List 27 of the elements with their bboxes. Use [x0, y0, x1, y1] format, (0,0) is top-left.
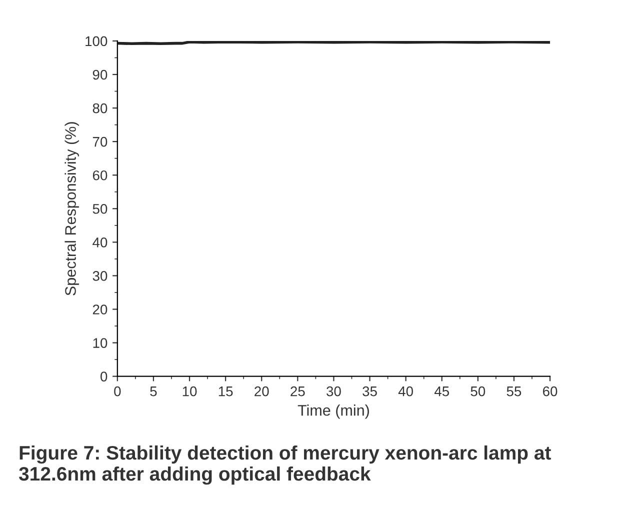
y-tick-label: 60: [92, 170, 108, 180]
x-tick-label: 10: [182, 386, 197, 396]
y-tick-label: 10: [93, 338, 108, 348]
y-tick-label: 50: [92, 204, 108, 214]
x-tick-label: 50: [470, 386, 486, 396]
y-axis-title: Spectral Responsivity (%): [64, 122, 79, 296]
y-tick-label: 70: [92, 136, 108, 147]
caption: Figure 7: Stability detection of mercury xenon-arc lamp at 312.6nm after adding optical feedback: [18, 445, 551, 485]
x-tick-label: 15: [218, 386, 233, 396]
x-axis-title: Time (min): [298, 404, 369, 419]
y-tick-label: 30: [92, 271, 108, 281]
x-tick-label: 25: [290, 386, 305, 396]
x-tick-label: 5: [150, 386, 157, 396]
y-tick-label: 20: [92, 304, 108, 314]
x-tick-label: 55: [506, 386, 522, 396]
x-tick-label: 45: [434, 386, 450, 396]
y-tick-label: 80: [92, 103, 108, 114]
x-tick-label: 20: [254, 386, 269, 396]
x-tick-label: 40: [398, 386, 413, 396]
x-tick-label: 60: [543, 386, 558, 396]
y-tick-label: 40: [92, 238, 108, 248]
y-tick-label: 90: [92, 70, 108, 80]
y-tick-label: 0: [100, 372, 108, 382]
y-tick-label: 100: [86, 36, 108, 46]
x-tick-label: 35: [362, 386, 377, 396]
x-tick-label: 30: [326, 386, 341, 396]
x-tick-label: 0: [114, 386, 121, 396]
